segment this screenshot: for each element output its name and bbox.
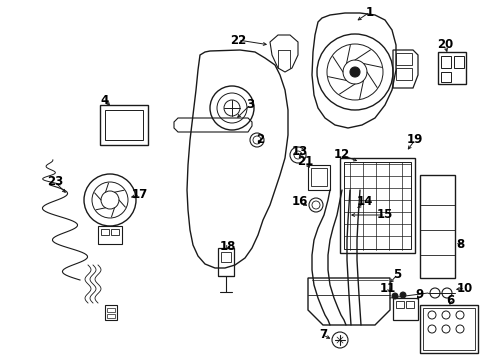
Bar xyxy=(405,301,413,308)
Text: 11: 11 xyxy=(379,282,395,294)
Bar xyxy=(419,175,454,278)
Text: 13: 13 xyxy=(291,145,307,158)
Text: 8: 8 xyxy=(455,238,463,252)
Bar xyxy=(343,162,410,249)
Text: 5: 5 xyxy=(392,269,400,282)
Text: 22: 22 xyxy=(229,33,245,46)
Bar xyxy=(101,229,109,235)
Bar xyxy=(437,52,465,84)
Bar xyxy=(440,72,450,82)
Text: 16: 16 xyxy=(291,195,307,208)
Text: 20: 20 xyxy=(436,39,452,51)
Text: 19: 19 xyxy=(406,134,422,147)
Text: 23: 23 xyxy=(47,175,63,189)
Text: 12: 12 xyxy=(333,148,349,162)
Bar xyxy=(395,68,411,80)
Text: 10: 10 xyxy=(456,282,472,294)
Text: 14: 14 xyxy=(356,195,372,208)
Bar xyxy=(395,53,411,65)
Text: 15: 15 xyxy=(376,208,392,221)
Bar xyxy=(105,305,117,320)
Text: 21: 21 xyxy=(296,156,312,168)
Circle shape xyxy=(399,292,405,298)
Circle shape xyxy=(349,67,359,77)
Bar xyxy=(111,229,119,235)
Bar xyxy=(105,110,142,140)
Bar xyxy=(218,248,234,276)
Text: 2: 2 xyxy=(255,134,264,147)
Bar xyxy=(392,298,417,320)
Bar xyxy=(107,308,115,312)
Text: 17: 17 xyxy=(132,189,148,202)
Text: 18: 18 xyxy=(220,239,236,252)
Text: 6: 6 xyxy=(445,293,453,306)
Bar xyxy=(221,252,230,262)
Text: 1: 1 xyxy=(365,5,373,18)
Bar xyxy=(419,305,477,353)
Bar xyxy=(107,314,115,318)
Text: 4: 4 xyxy=(101,94,109,107)
Text: 3: 3 xyxy=(245,99,254,112)
Bar xyxy=(339,158,414,253)
Circle shape xyxy=(391,293,397,299)
Bar xyxy=(307,165,329,190)
Bar xyxy=(395,301,403,308)
Bar xyxy=(98,226,122,244)
Text: 9: 9 xyxy=(415,288,423,301)
Bar xyxy=(100,105,148,145)
Bar xyxy=(422,308,474,350)
Bar xyxy=(440,56,450,68)
Bar xyxy=(453,56,463,68)
Bar xyxy=(310,168,326,186)
Text: 7: 7 xyxy=(318,328,326,342)
